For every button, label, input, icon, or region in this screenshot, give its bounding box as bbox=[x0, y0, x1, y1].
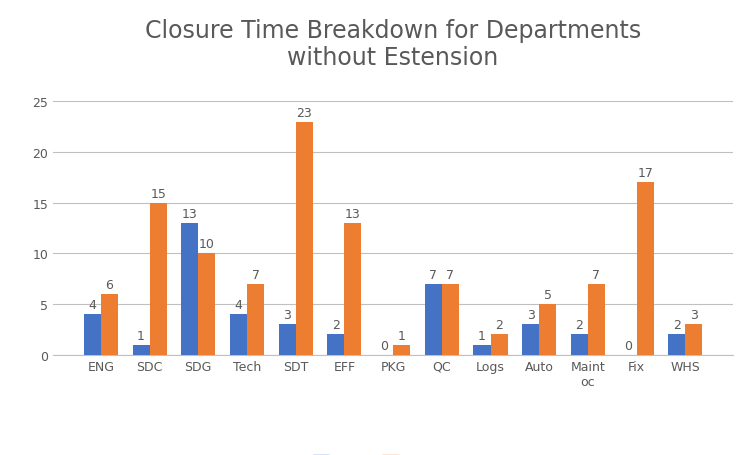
Text: 3: 3 bbox=[527, 308, 534, 322]
Bar bbox=[230, 314, 247, 355]
Text: 3: 3 bbox=[284, 308, 291, 322]
Bar bbox=[686, 324, 702, 355]
Text: 2: 2 bbox=[673, 318, 680, 332]
Bar bbox=[393, 345, 411, 355]
Bar bbox=[539, 304, 556, 355]
Bar bbox=[101, 294, 118, 355]
Text: 2: 2 bbox=[332, 318, 340, 332]
Bar bbox=[150, 203, 166, 355]
Bar bbox=[247, 284, 264, 355]
Text: 1: 1 bbox=[398, 329, 405, 342]
Bar bbox=[279, 324, 296, 355]
Bar bbox=[198, 254, 215, 355]
Bar bbox=[296, 122, 313, 355]
Text: 7: 7 bbox=[252, 268, 259, 281]
Bar bbox=[637, 183, 654, 355]
Bar bbox=[442, 284, 459, 355]
Text: 7: 7 bbox=[429, 268, 437, 281]
Text: 13: 13 bbox=[345, 207, 361, 220]
Text: 0: 0 bbox=[624, 339, 632, 352]
Legend: Late, Achieved: Late, Achieved bbox=[307, 449, 479, 455]
Text: 10: 10 bbox=[199, 238, 215, 251]
Bar bbox=[425, 284, 442, 355]
Bar bbox=[132, 345, 150, 355]
Text: 15: 15 bbox=[150, 187, 166, 200]
Bar bbox=[345, 223, 361, 355]
Text: 7: 7 bbox=[593, 268, 600, 281]
Title: Closure Time Breakdown for Departments
without Estension: Closure Time Breakdown for Departments w… bbox=[145, 19, 641, 70]
Bar bbox=[668, 335, 686, 355]
Bar bbox=[473, 345, 491, 355]
Text: 6: 6 bbox=[106, 278, 113, 291]
Text: 3: 3 bbox=[690, 308, 698, 322]
Text: 4: 4 bbox=[234, 298, 243, 311]
Text: 4: 4 bbox=[88, 298, 96, 311]
Text: 1: 1 bbox=[478, 329, 486, 342]
Bar bbox=[522, 324, 539, 355]
Bar bbox=[84, 314, 101, 355]
Text: 7: 7 bbox=[446, 268, 454, 281]
Text: 13: 13 bbox=[182, 207, 197, 220]
Bar bbox=[571, 335, 588, 355]
Text: 23: 23 bbox=[296, 106, 312, 119]
Bar bbox=[491, 335, 507, 355]
Bar bbox=[588, 284, 605, 355]
Text: 2: 2 bbox=[495, 318, 503, 332]
Text: 2: 2 bbox=[575, 318, 584, 332]
Text: 1: 1 bbox=[137, 329, 145, 342]
Text: 17: 17 bbox=[637, 167, 653, 180]
Bar bbox=[327, 335, 345, 355]
Text: 5: 5 bbox=[544, 288, 552, 301]
Bar bbox=[181, 223, 198, 355]
Text: 0: 0 bbox=[380, 339, 389, 352]
